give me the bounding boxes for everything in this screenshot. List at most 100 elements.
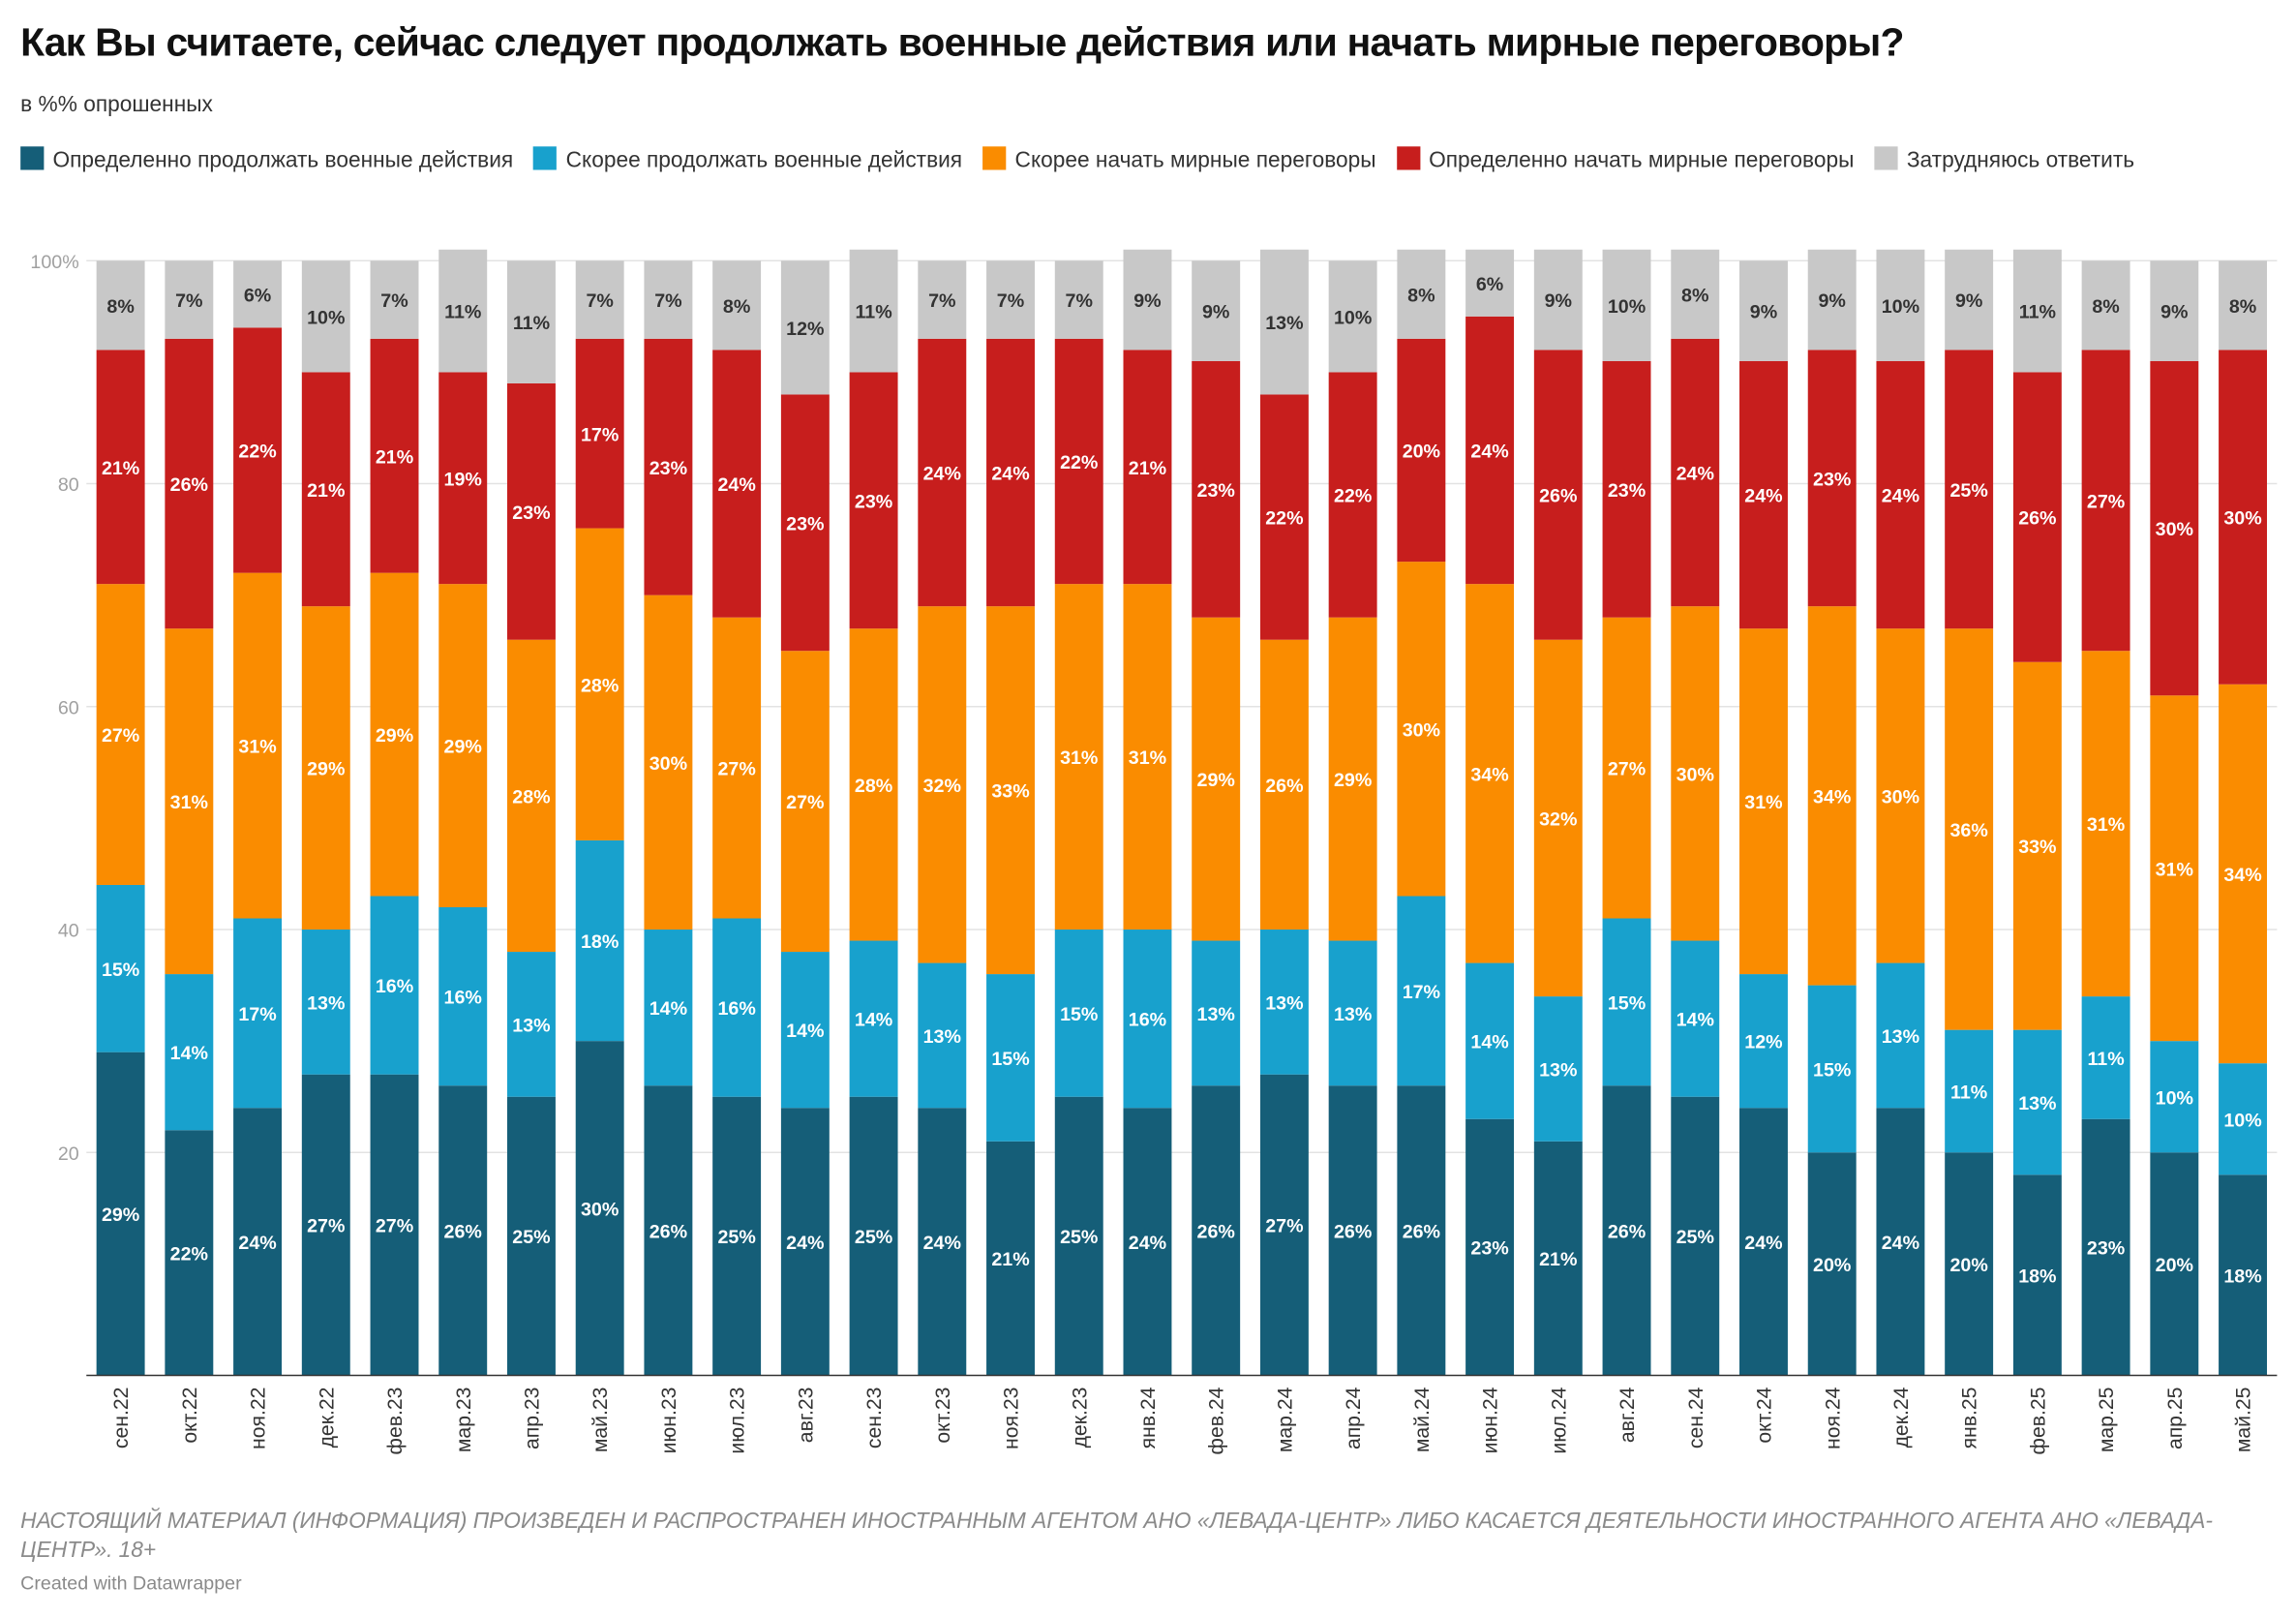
data-label: 14% xyxy=(1677,1010,1714,1031)
data-label: 17% xyxy=(581,424,619,445)
legend-swatch xyxy=(982,146,1007,170)
bar-segment xyxy=(1533,350,1583,640)
x-tick-label: мар.25 xyxy=(2096,1387,2118,1453)
bar-segment xyxy=(1533,996,1583,1142)
y-tick-label: 100% xyxy=(30,252,78,273)
bar-segment xyxy=(780,394,830,652)
data-label: 27% xyxy=(786,792,824,813)
data-label: 29% xyxy=(1197,770,1235,791)
bar-segment xyxy=(96,350,145,585)
bar-segment xyxy=(849,628,898,941)
data-label: 19% xyxy=(444,469,482,490)
bar-segment xyxy=(1671,338,1720,607)
data-label: 24% xyxy=(923,464,961,485)
data-label: 9% xyxy=(2160,302,2188,323)
bar-segment xyxy=(1192,617,1241,941)
bar-segment xyxy=(1123,930,1172,1109)
data-label: 32% xyxy=(923,776,961,797)
x-tick-label: ноя.24 xyxy=(1822,1387,1844,1449)
chart-subtitle: в %% опрошенных xyxy=(20,92,213,118)
data-label: 31% xyxy=(1060,747,1098,769)
bar-segment xyxy=(2150,260,2199,361)
bar-segment xyxy=(575,260,624,339)
data-label: 22% xyxy=(170,1243,208,1265)
data-label: 16% xyxy=(376,976,413,997)
data-label: 13% xyxy=(1197,1004,1235,1025)
data-label: 25% xyxy=(1949,480,1987,502)
bar-segment xyxy=(438,584,488,907)
data-label: 13% xyxy=(512,1015,550,1036)
bar-segment xyxy=(1602,249,1651,361)
legend: Определенно продолжать военные действия С… xyxy=(20,143,2217,177)
data-label: 16% xyxy=(444,988,482,1009)
bar-segment xyxy=(1602,617,1651,919)
data-label: 32% xyxy=(1539,808,1577,830)
bar-segment xyxy=(1602,360,1651,618)
bar-segment xyxy=(986,260,1035,339)
bar-segment xyxy=(575,338,624,529)
legend-item: Затрудняюсь ответить xyxy=(1874,146,2135,173)
data-label: 30% xyxy=(1403,719,1440,741)
bar-segment xyxy=(2219,1174,2268,1376)
bar-segment xyxy=(301,1074,350,1376)
x-tick-label: май.25 xyxy=(2233,1387,2255,1453)
legend-item: Определенно начать мирные переговоры xyxy=(1396,146,1854,173)
bar-segment xyxy=(165,974,214,1131)
data-label: 16% xyxy=(717,998,755,1020)
bar-segment xyxy=(2012,1029,2062,1175)
data-label: 11% xyxy=(513,313,550,334)
data-label: 24% xyxy=(923,1233,961,1254)
bar-segment xyxy=(1739,260,1788,361)
data-label: 21% xyxy=(991,1249,1029,1270)
bar-segment xyxy=(165,260,214,339)
bar-segment xyxy=(1876,360,1925,629)
bar-segment xyxy=(1328,1085,1377,1376)
data-label: 26% xyxy=(1334,1221,1372,1242)
legend-label: Определенно продолжать военные действия xyxy=(52,147,514,173)
legend-label: Скорее продолжать военные действия xyxy=(565,147,963,173)
bar-segment xyxy=(233,1108,283,1376)
bar-segment xyxy=(1807,249,1857,351)
data-label: 26% xyxy=(444,1221,482,1242)
bar-segment xyxy=(233,327,283,573)
bar-segment xyxy=(849,372,898,629)
x-tick-label: фев.25 xyxy=(2027,1387,2049,1455)
bar-segment xyxy=(575,839,624,1042)
data-label: 31% xyxy=(1744,792,1782,813)
data-label: 10% xyxy=(1882,296,1919,318)
bar-segment xyxy=(438,372,488,585)
x-tick-label: янв.25 xyxy=(1959,1387,1981,1449)
bar-segment xyxy=(2012,1174,2062,1376)
legend-label: Затрудняюсь ответить xyxy=(1906,147,2135,173)
data-label: 7% xyxy=(1066,290,1093,312)
data-label: 10% xyxy=(2156,1087,2193,1109)
data-label: 21% xyxy=(102,458,139,479)
data-label: 15% xyxy=(102,960,139,981)
bar-segment xyxy=(1876,628,1925,963)
data-label: 18% xyxy=(2018,1265,2056,1287)
bar-segment xyxy=(2081,1118,2130,1376)
data-label: 27% xyxy=(376,1216,413,1237)
x-tick-label: авг.24 xyxy=(1616,1387,1639,1443)
x-tick-label: сен.24 xyxy=(1685,1387,1707,1448)
data-label: 23% xyxy=(2087,1238,2125,1260)
x-tick-label: окт.24 xyxy=(1754,1387,1776,1443)
legend-item: Скорее продолжать военные действия xyxy=(533,146,963,173)
bar-segment xyxy=(2012,249,2062,373)
bar-segment xyxy=(1945,350,1994,629)
data-label: 22% xyxy=(238,442,276,463)
x-tick-label: апр.25 xyxy=(2164,1387,2187,1449)
data-label: 26% xyxy=(1265,776,1303,797)
data-label: 8% xyxy=(2229,296,2256,318)
data-label: 24% xyxy=(238,1233,276,1254)
bar-segment xyxy=(1739,1108,1788,1376)
bar-segment xyxy=(1465,249,1515,317)
bar-segment xyxy=(96,260,145,351)
data-label: 12% xyxy=(786,319,824,340)
data-label: 8% xyxy=(106,296,134,318)
bar-segment xyxy=(644,595,693,930)
data-label: 7% xyxy=(928,290,955,312)
bar-segment xyxy=(918,1108,967,1376)
data-label: 8% xyxy=(723,296,750,318)
data-label: 13% xyxy=(1265,992,1303,1014)
